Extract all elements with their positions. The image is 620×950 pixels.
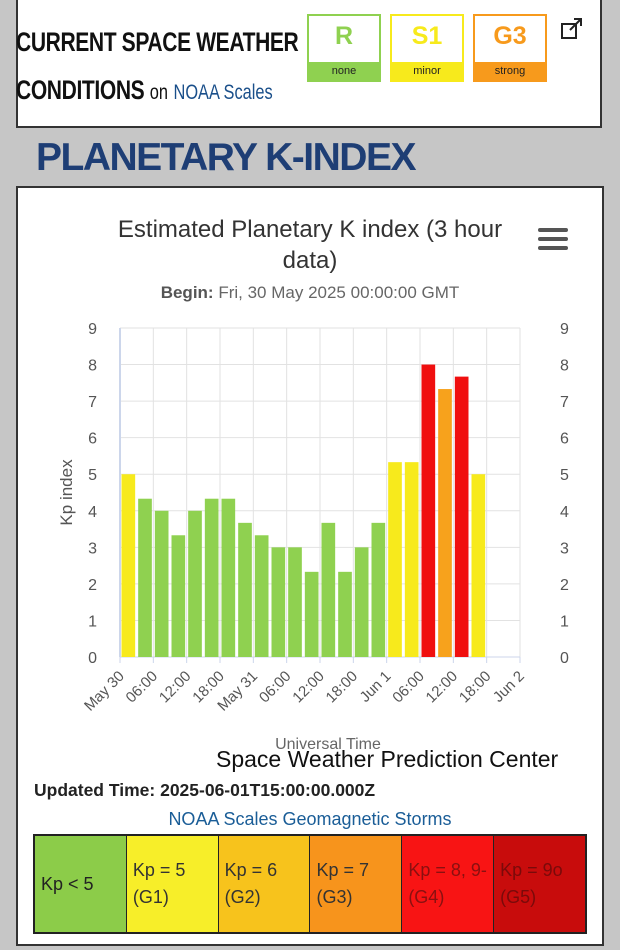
scale-r-letter: R [334, 22, 354, 50]
legend-cell: Kp = 7 (G3) [310, 836, 403, 932]
y-tick-label-right: 6 [560, 431, 569, 448]
kp-bar [288, 547, 302, 657]
chart-panel [16, 186, 604, 946]
kp-bar [388, 462, 402, 657]
y-tick-label-left: 4 [88, 504, 97, 521]
title-line-1: CURRENT SPACE WEATHER [16, 27, 299, 57]
x-tick-label: 18:00 [456, 668, 495, 707]
kp-bar [171, 535, 186, 657]
section-title: PLANETARY K-INDEX [36, 136, 416, 179]
y-tick-label-left: 2 [88, 577, 97, 594]
on-text: on [149, 81, 169, 104]
y-tick-label-left: 1 [88, 613, 97, 630]
kp-bar [471, 474, 486, 657]
legend-cell: Kp = 8, 9- (G4) [402, 836, 495, 932]
kp-bar [138, 498, 152, 657]
chart-credit: Space Weather Prediction Center [216, 746, 559, 772]
y-tick-label-right: 4 [560, 504, 569, 521]
x-tick-label: Jun 2 [490, 668, 528, 706]
kp-bar [121, 474, 136, 657]
chart-title: Estimated Planetary K index (3 hour data… [117, 216, 503, 274]
scale-s-level: minor [392, 62, 462, 80]
y-tick-label-right: 8 [560, 358, 569, 375]
x-tick-label: 06:00 [389, 668, 428, 707]
kp-bar [321, 522, 336, 657]
geomagnetic-storm-legend: Kp < 5 Kp = 5 (G1) Kp = 6 (G2) Kp = 7 (G3) K… [33, 834, 587, 934]
kp-bar [238, 522, 252, 657]
kp-bar [254, 535, 269, 657]
legend-cell: Kp < 5 [35, 836, 127, 932]
legend-title-link[interactable]: NOAA Scales Geomagnetic Storms [168, 809, 452, 829]
x-tick-label: 18:00 [323, 668, 362, 707]
y-tick-label-left: 6 [88, 431, 97, 448]
kp-bar [338, 571, 352, 657]
scale-s-badge[interactable]: S1 minor [390, 14, 464, 82]
kp-bar [221, 498, 236, 657]
kp-bar [354, 547, 369, 657]
kp-bar [371, 522, 386, 657]
y-tick-label-left: 5 [88, 467, 97, 484]
kp-bar [154, 510, 169, 657]
y-axis-title: Kp index [57, 459, 76, 526]
x-tick-label: 12:00 [423, 668, 462, 707]
noaa-scales-link[interactable]: NOAA Scales [173, 81, 273, 104]
kp-bar [438, 389, 452, 657]
legend-cell: Kp = 6 (G2) [218, 836, 311, 932]
x-axis-title: Universal Time [275, 736, 381, 753]
chart-menu-icon[interactable] [538, 228, 568, 252]
x-tick-label: 12:00 [289, 668, 328, 707]
x-tick-label: 06:00 [123, 668, 162, 707]
kp-bar [454, 376, 469, 657]
y-tick-label-left: 3 [88, 540, 97, 557]
scale-r-level: none [309, 62, 379, 80]
x-tick-label: 06:00 [256, 668, 295, 707]
kp-bar [404, 462, 419, 657]
scale-r-badge[interactable]: R none [307, 14, 381, 82]
x-tick-label: Jun 1 [357, 668, 395, 706]
chart-subtitle: Begin: Fri, 30 May 2025 00:00:00 GMT [0, 283, 620, 303]
kp-bar [271, 547, 286, 657]
y-tick-label-left: 8 [88, 358, 97, 375]
kp-bar [188, 510, 202, 657]
kp-bar [304, 571, 319, 657]
y-tick-label-left: 0 [88, 650, 97, 667]
begin-label: Begin: [160, 283, 214, 302]
y-tick-label-left: 7 [88, 394, 97, 411]
y-tick-label-right: 2 [560, 577, 569, 594]
x-tick-label: May 30 [81, 668, 128, 715]
y-tick-label-right: 7 [560, 394, 569, 411]
updated-time: Updated Time: 2025-06-01T15:00:00.000Z [34, 780, 376, 800]
scale-s-letter: S1 [411, 22, 443, 50]
begin-value: Fri, 30 May 2025 00:00:00 GMT [218, 283, 460, 302]
scale-g-level: strong [475, 62, 545, 80]
y-tick-label-right: 9 [560, 321, 569, 338]
legend-cell: Kp = 5 (G1) [126, 836, 219, 932]
y-tick-label-left: 9 [88, 321, 97, 338]
external-link-icon[interactable] [560, 16, 584, 40]
kp-bar [204, 498, 219, 657]
current-conditions-title: CURRENT SPACE WEATHER CONDITIONS on NOAA… [16, 18, 299, 117]
scale-g-letter: G3 [493, 22, 527, 50]
y-tick-label-right: 0 [560, 650, 569, 667]
title-line-2: CONDITIONS [16, 75, 145, 105]
y-tick-label-right: 5 [560, 467, 569, 484]
y-tick-label-right: 1 [560, 613, 569, 630]
x-tick-label: 12:00 [156, 668, 195, 707]
y-tick-label-right: 3 [560, 540, 569, 557]
scale-g-badge[interactable]: G3 strong [473, 14, 547, 82]
kp-bar [421, 364, 436, 657]
legend-cell: Kp = 9o (G5) [494, 836, 585, 932]
